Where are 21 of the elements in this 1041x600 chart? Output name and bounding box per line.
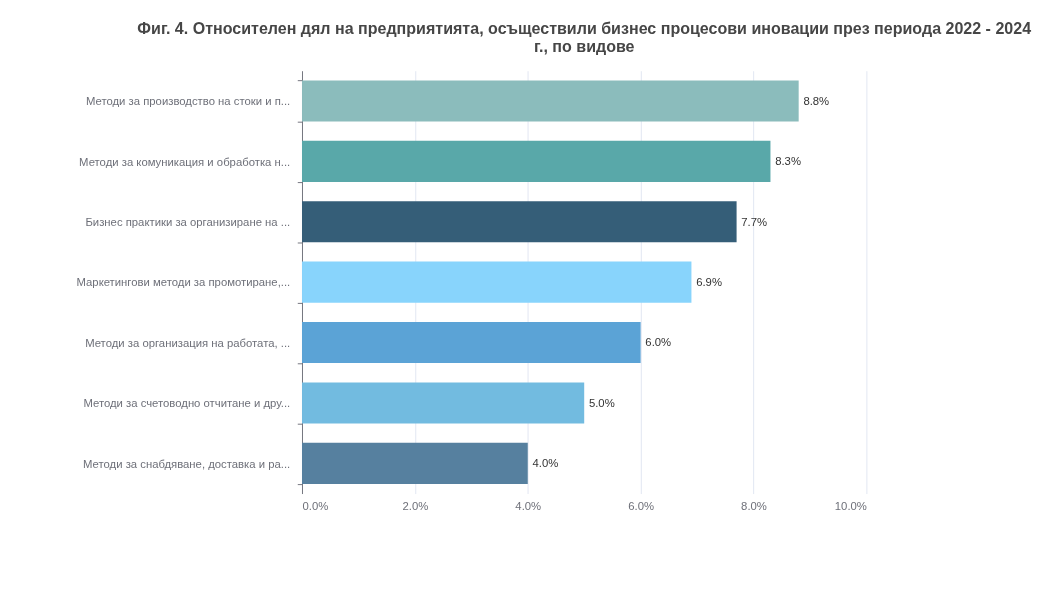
y-tick-label: Маркетингови методи за промотиране,... — [76, 276, 291, 289]
x-tick-label: 8.0% — [741, 500, 767, 513]
data-label: 7.7% — [741, 215, 768, 228]
x-tick-label: 10.0% — [834, 500, 867, 513]
x-tick-label: 4.0% — [515, 500, 542, 513]
y-tick-label: Бизнес практики за организиране на ... — [85, 216, 291, 228]
y-tick-label: Методи за снабдяване, доставка и ра... — [83, 457, 291, 470]
x-tick-label: 6.0% — [628, 500, 655, 513]
y-tick-label: Методи за производство на стоки и п... — [85, 95, 291, 108]
data-label: 6.0% — [645, 336, 672, 349]
data-label: 4.0% — [532, 457, 559, 470]
data-label: 6.9% — [696, 275, 722, 288]
data-label: 8.3% — [775, 155, 801, 168]
data-label: 8.8% — [803, 94, 830, 107]
y-tick-label: Методи за организация на работата, ... — [85, 336, 291, 349]
chart-title: Фиг. 4. Относителен дял на предприятията, осъществили бизнес процесови иновации през периода 2022 - 2024 г., по видове — [137, 18, 1032, 55]
y-tick-label: Методи за счетоводно отчитане и дру... — [83, 397, 291, 410]
data-label: 5.0% — [588, 396, 615, 409]
x-tick-label: 0.0% — [302, 500, 329, 513]
y-tick-label: Методи за комуникация и обработка н... — [79, 155, 291, 168]
x-tick-label: 2.0% — [402, 500, 429, 513]
